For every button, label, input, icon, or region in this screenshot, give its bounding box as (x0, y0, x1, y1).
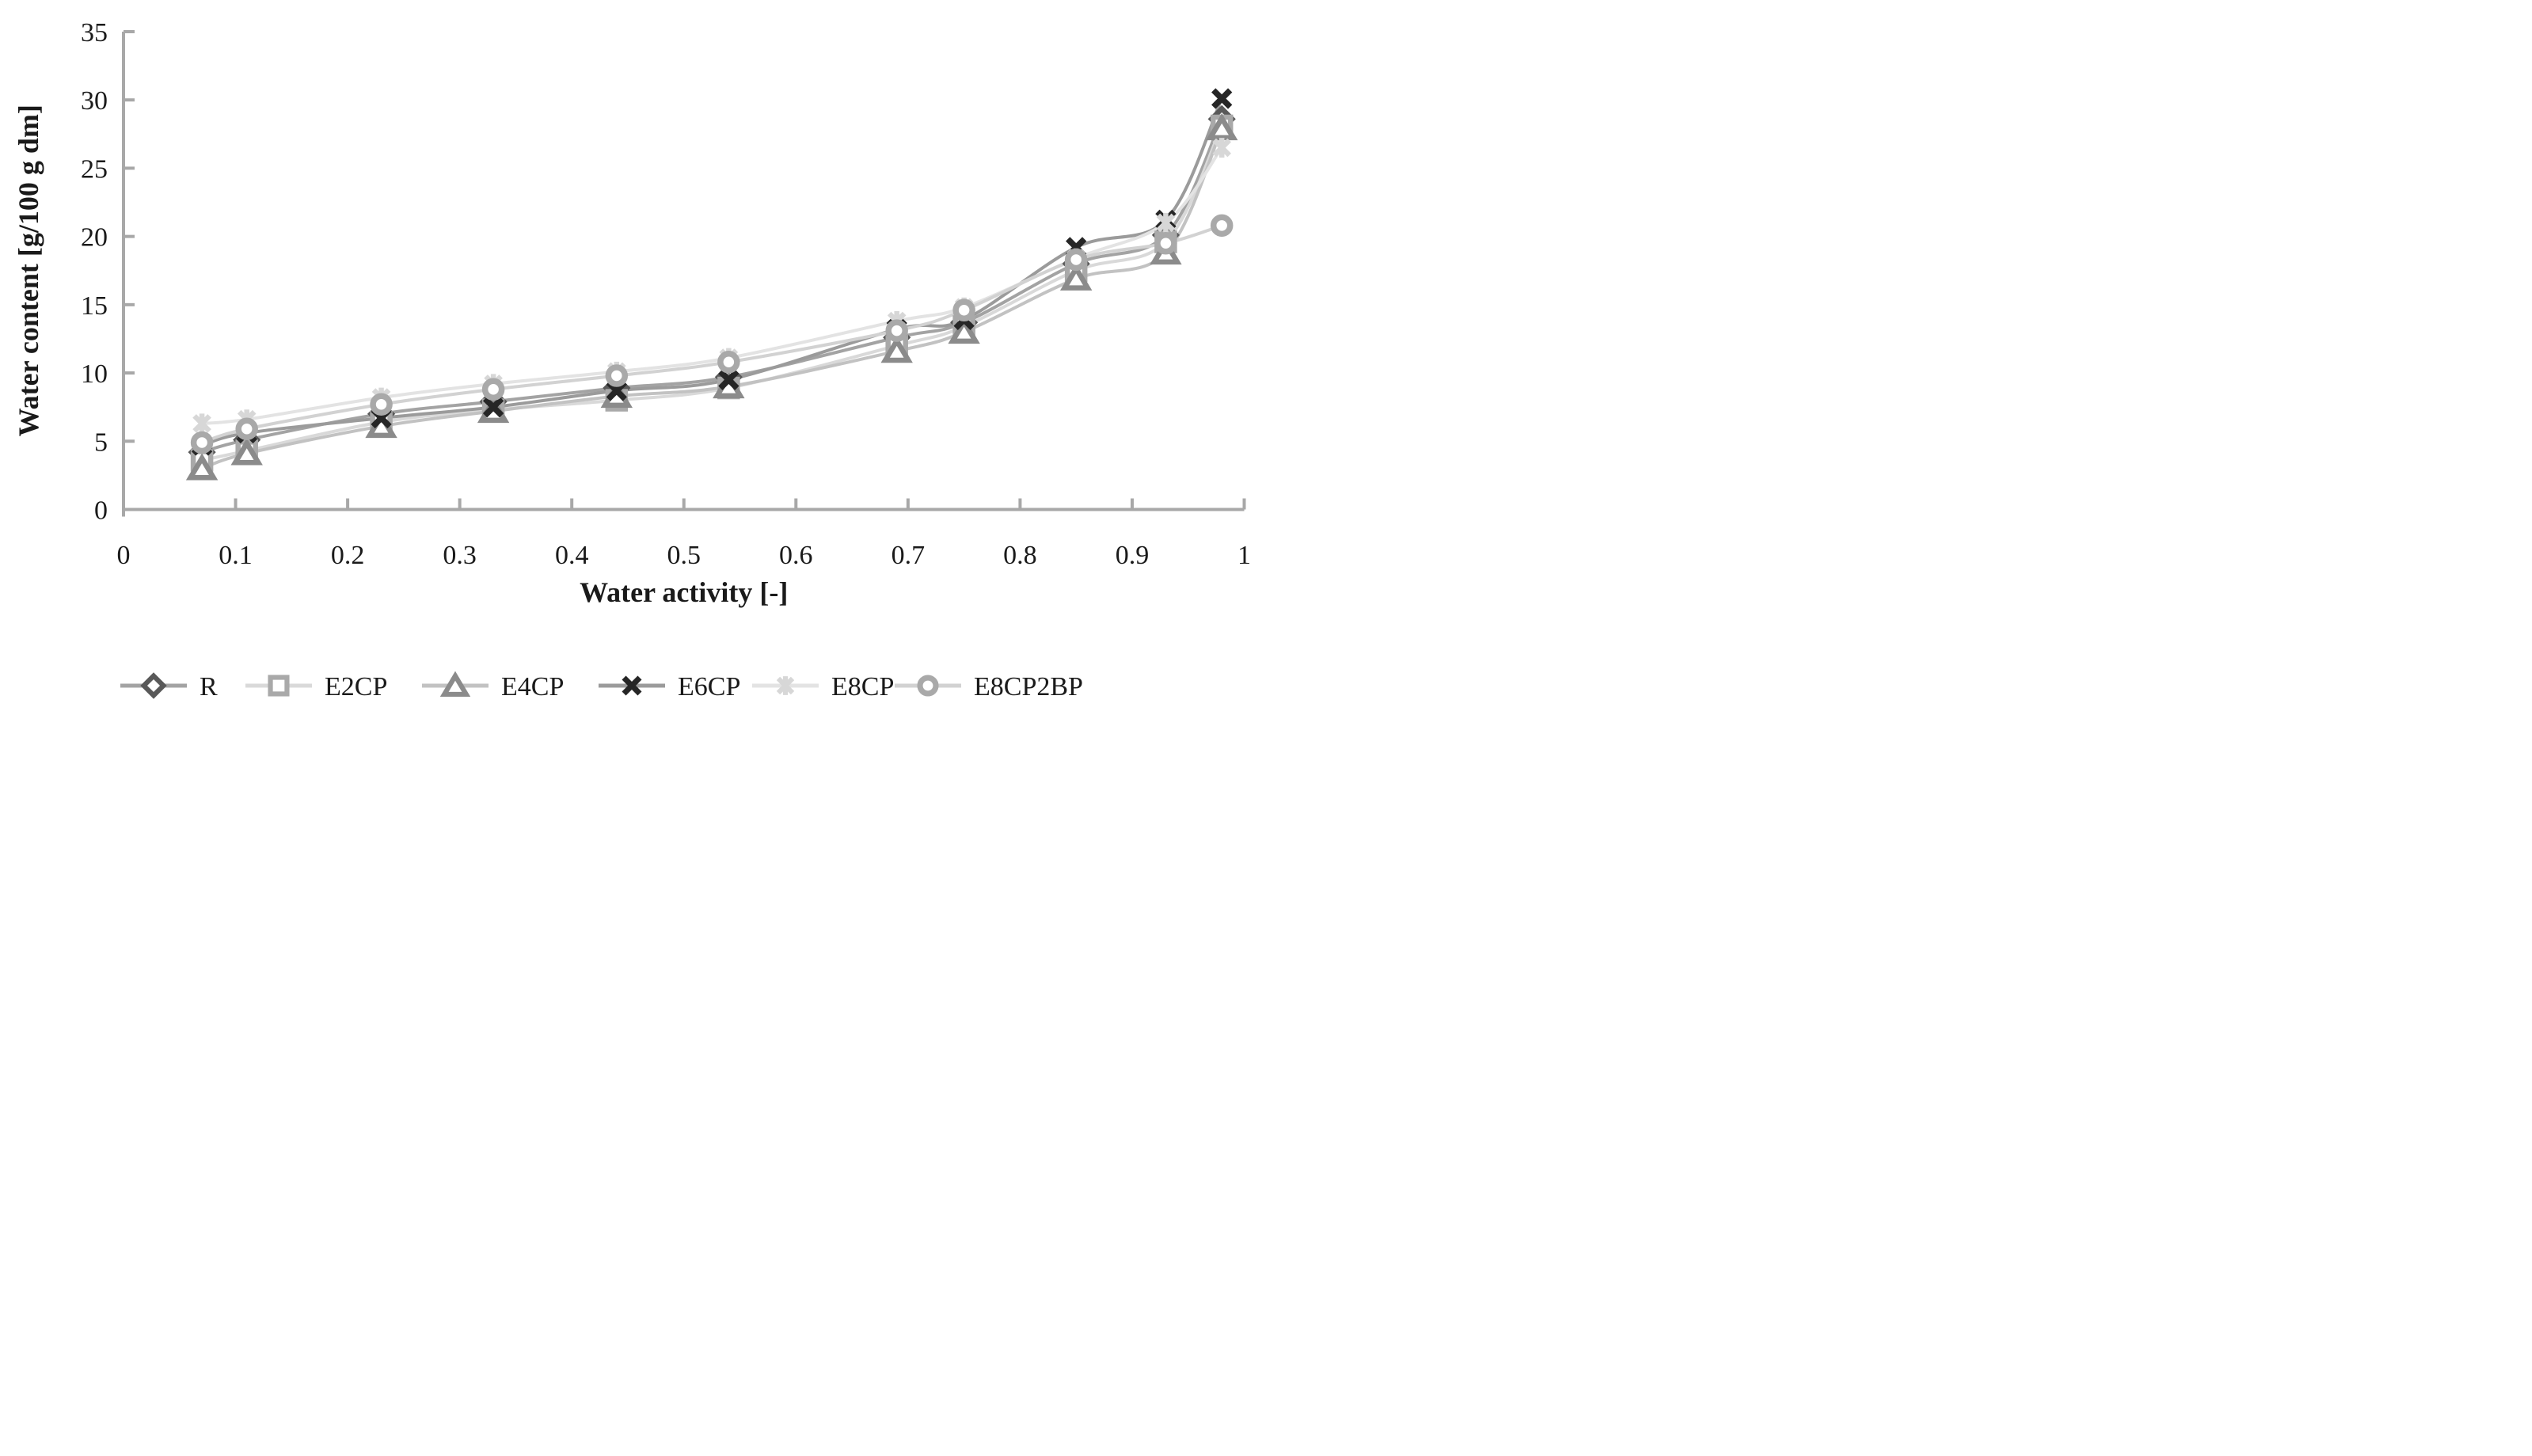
marker-E8CP2BP-4 (605, 364, 629, 387)
y-tick-label: 25 (81, 154, 108, 184)
legend-label-R: R (200, 672, 218, 701)
marker-E4CP-10 (1205, 113, 1238, 141)
legend-marker-circle-icon (917, 675, 939, 697)
x-tick-label: 0.5 (667, 541, 701, 570)
legend-label-E2CP: E2CP (325, 672, 387, 701)
y-tick-label: 15 (81, 291, 108, 321)
legend-item-E8CP: E8CP (752, 672, 894, 701)
legend-marker-diamond-icon (140, 672, 167, 699)
marker-E8CP2BP-0 (190, 431, 214, 454)
marker-E6CP-5 (718, 369, 739, 390)
marker-E8CP-0 (192, 413, 211, 434)
legend-item-E2CP: E2CP (245, 672, 387, 701)
x-axis-title: Water activity [-] (580, 576, 788, 608)
x-tick-labels: 0 0.1 0.2 0.3 0.4 0.5 0.6 0.7 0.8 0.9 1 (117, 541, 1252, 570)
marker-E8CP2BP-3 (481, 378, 505, 401)
marker-E8CP2BP-10 (1210, 214, 1234, 238)
x-tick-label: 0.2 (331, 541, 365, 570)
x-tick-label: 1 (1237, 541, 1251, 570)
y-tick-label: 0 (94, 496, 108, 526)
y-tick-label: 20 (81, 223, 108, 253)
x-tick-label: 0 (117, 541, 131, 570)
axis-ticks (124, 30, 1246, 510)
legend-item-E4CP: E4CP (422, 671, 564, 701)
marker-E4CP-1 (230, 438, 263, 466)
y-tick-label: 5 (94, 428, 108, 457)
series-markers-E8CP2BP (190, 214, 1234, 454)
legend-label-E8CP: E8CP (831, 672, 894, 701)
series-markers-E2CP (190, 114, 1234, 472)
marker-E4CP-7 (948, 316, 980, 344)
x-tick-label: 0.6 (779, 541, 813, 570)
x-tick-label: 0.8 (1003, 541, 1037, 570)
marker-E8CP2BP-6 (885, 319, 908, 342)
x-tick-label: 0.7 (892, 541, 926, 570)
legend-marker-asterisk-icon (776, 676, 795, 695)
legend-label-E8CP2BP: E8CP2BP (974, 672, 1083, 701)
y-tick-label: 35 (81, 18, 108, 48)
figure-canvas: 0 5 10 15 20 25 30 35 0 0.1 0.2 0.3 0.4 0.5 0.6 0.7 0.8 0… (0, 0, 1266, 728)
marker-E6CP-10 (1211, 88, 1233, 109)
marker-E8CP-10 (1212, 138, 1231, 158)
series-markers-E4CP (185, 113, 1238, 481)
marker-E8CP2BP-2 (370, 393, 393, 416)
legend-marker-triangle-icon (439, 671, 471, 698)
legend: R E2CP E4CP E6CP E8CP E8CP2BP (120, 671, 1083, 701)
marker-E4CP-8 (1059, 263, 1093, 291)
marker-E8CP2BP-5 (717, 351, 740, 374)
marker-E4CP-0 (185, 453, 219, 481)
marker-E8CP2BP-7 (952, 298, 975, 322)
marker-E8CP2BP-9 (1154, 232, 1177, 255)
x-tick-label: 0.1 (219, 541, 253, 570)
legend-label-E6CP: E6CP (678, 672, 740, 701)
marker-E4CP-6 (880, 336, 913, 363)
legend-item-E6CP: E6CP (599, 672, 740, 701)
legend-marker-x-icon (622, 675, 642, 696)
x-tick-label: 0.3 (443, 541, 477, 570)
legend-item-E8CP2BP: E8CP2BP (895, 672, 1083, 701)
y-tick-label: 30 (81, 86, 108, 116)
legend-marker-square-icon (268, 675, 290, 697)
x-tick-label: 0.4 (555, 541, 589, 570)
legend-label-E4CP: E4CP (501, 672, 564, 701)
marker-E8CP2BP-1 (235, 417, 258, 441)
marker-E6CP-3 (482, 397, 504, 418)
y-tick-labels: 0 5 10 15 20 25 30 35 (81, 18, 108, 526)
x-tick-label: 0.9 (1116, 541, 1150, 570)
legend-item-R: R (120, 672, 218, 701)
marker-E8CP2BP-8 (1064, 248, 1088, 272)
y-axis-title: Water content [g/100 g dm] (13, 105, 44, 436)
marker-E8CP-9 (1156, 212, 1176, 233)
y-tick-label: 10 (81, 359, 108, 389)
